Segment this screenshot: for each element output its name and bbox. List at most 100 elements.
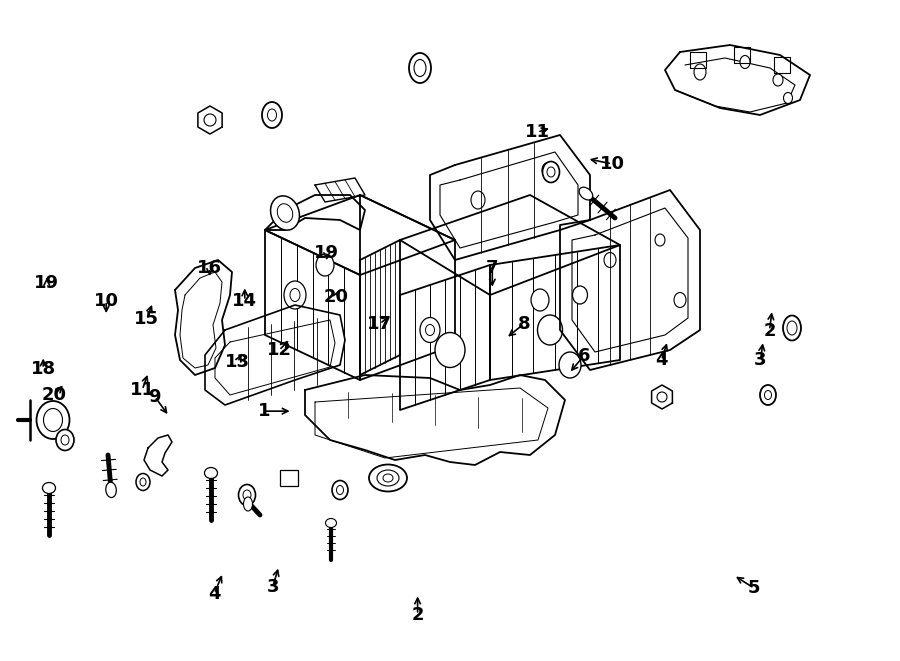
Ellipse shape (783, 315, 801, 340)
Ellipse shape (657, 392, 667, 402)
Ellipse shape (784, 93, 793, 104)
Text: 20: 20 (323, 288, 348, 307)
Polygon shape (205, 305, 345, 405)
Text: 18: 18 (31, 360, 56, 378)
Ellipse shape (579, 187, 593, 200)
Ellipse shape (369, 465, 407, 492)
Text: 8: 8 (518, 315, 530, 333)
Text: 3: 3 (266, 578, 279, 596)
Ellipse shape (316, 254, 334, 276)
Text: 6: 6 (578, 346, 590, 365)
Ellipse shape (383, 474, 393, 482)
Ellipse shape (285, 474, 293, 482)
Ellipse shape (136, 473, 150, 490)
Polygon shape (665, 45, 810, 115)
Ellipse shape (420, 317, 440, 342)
Ellipse shape (572, 286, 588, 304)
Ellipse shape (760, 385, 776, 405)
Text: 2: 2 (763, 321, 776, 340)
Polygon shape (144, 435, 172, 476)
Polygon shape (690, 52, 706, 68)
Ellipse shape (655, 234, 665, 246)
Polygon shape (430, 135, 590, 260)
Polygon shape (175, 260, 232, 375)
Text: 14: 14 (232, 292, 257, 310)
Ellipse shape (244, 497, 253, 511)
Ellipse shape (471, 191, 485, 209)
Ellipse shape (326, 518, 337, 527)
Text: 19: 19 (34, 274, 59, 292)
Ellipse shape (56, 430, 74, 451)
Text: 7: 7 (486, 258, 499, 277)
Polygon shape (560, 190, 700, 370)
Text: 10: 10 (94, 292, 119, 310)
Polygon shape (400, 265, 490, 410)
Ellipse shape (435, 332, 465, 368)
Ellipse shape (140, 478, 146, 486)
Ellipse shape (604, 253, 616, 268)
Ellipse shape (674, 293, 686, 307)
Ellipse shape (204, 114, 216, 126)
Ellipse shape (764, 391, 771, 399)
Ellipse shape (238, 485, 256, 506)
Text: 19: 19 (314, 243, 339, 262)
Ellipse shape (271, 196, 300, 230)
Text: 5: 5 (748, 579, 760, 598)
Polygon shape (265, 195, 455, 275)
Text: 4: 4 (655, 351, 668, 369)
Polygon shape (360, 195, 455, 380)
Text: 11: 11 (130, 381, 155, 399)
Text: 9: 9 (148, 387, 161, 406)
Ellipse shape (43, 408, 62, 432)
Text: 20: 20 (41, 386, 67, 405)
Polygon shape (315, 178, 365, 202)
Text: 13: 13 (225, 353, 250, 371)
Text: 10: 10 (599, 155, 625, 173)
Ellipse shape (290, 288, 300, 301)
Polygon shape (198, 106, 222, 134)
Ellipse shape (61, 435, 69, 445)
Text: 12: 12 (266, 341, 292, 360)
Polygon shape (734, 47, 750, 63)
Text: 15: 15 (134, 310, 159, 329)
Polygon shape (360, 240, 400, 375)
Ellipse shape (204, 467, 218, 479)
Ellipse shape (543, 161, 560, 182)
Ellipse shape (537, 315, 562, 345)
Ellipse shape (559, 352, 581, 378)
Ellipse shape (740, 56, 750, 69)
Ellipse shape (37, 401, 69, 439)
Ellipse shape (332, 481, 348, 500)
Ellipse shape (42, 483, 56, 494)
Ellipse shape (377, 470, 399, 486)
Ellipse shape (106, 482, 116, 498)
Text: 2: 2 (411, 605, 424, 624)
Ellipse shape (243, 490, 251, 500)
Ellipse shape (267, 109, 276, 121)
Ellipse shape (337, 485, 344, 494)
Ellipse shape (773, 74, 783, 86)
Text: 4: 4 (208, 584, 220, 603)
Ellipse shape (787, 321, 797, 335)
Text: 16: 16 (197, 258, 222, 277)
Polygon shape (774, 57, 790, 73)
Polygon shape (265, 230, 360, 380)
Ellipse shape (531, 289, 549, 311)
Ellipse shape (409, 53, 431, 83)
Text: 1: 1 (257, 402, 270, 420)
Bar (280, 470, 298, 486)
Text: 3: 3 (754, 351, 767, 369)
Text: 11: 11 (525, 123, 550, 141)
Text: 17: 17 (367, 315, 392, 333)
Polygon shape (305, 375, 565, 465)
Polygon shape (490, 245, 620, 380)
Ellipse shape (284, 281, 306, 309)
Polygon shape (265, 195, 365, 230)
Ellipse shape (262, 102, 282, 128)
Ellipse shape (542, 163, 554, 178)
Ellipse shape (694, 64, 706, 80)
Polygon shape (400, 195, 620, 295)
Ellipse shape (547, 167, 555, 177)
Ellipse shape (426, 325, 435, 336)
Polygon shape (652, 385, 672, 409)
